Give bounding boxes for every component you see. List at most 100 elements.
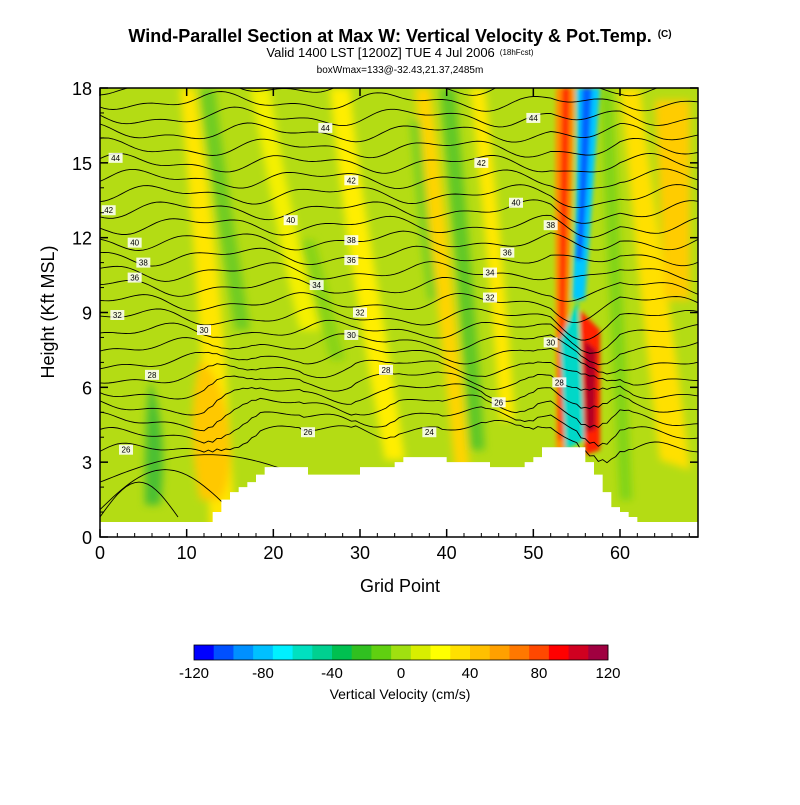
contour-label: 26: [301, 427, 315, 438]
contour-label: 44: [108, 152, 123, 163]
theta-contour-line: [100, 383, 698, 416]
contour-label-text: 40: [286, 216, 295, 225]
colorbar-tick-label: -80: [252, 665, 274, 682]
contour-label-bg: [491, 397, 506, 408]
theta-contour-line: [100, 122, 698, 143]
contour-label-bg: [110, 309, 125, 320]
contour-label-bg: [136, 257, 151, 268]
contour-label-text: 42: [104, 206, 113, 215]
theta-contour-line: [100, 199, 698, 224]
theta-contour-line: [100, 346, 698, 375]
contour-label-bg: [108, 152, 123, 163]
theta-contour-line: [100, 371, 698, 400]
colorbar-swatch: [470, 645, 491, 660]
theta-contour-line: [100, 333, 698, 366]
contour-label: 40: [283, 215, 298, 226]
contour-label: 40: [509, 197, 523, 208]
colorbar-tick-label: 0: [397, 665, 405, 682]
contour-label-bg: [509, 197, 523, 208]
theta-contour-line: [100, 306, 698, 341]
contour-label-bg: [318, 122, 333, 133]
y-tick-label: 0: [82, 528, 92, 548]
contour-label: 44: [318, 122, 333, 133]
contour-label: 38: [543, 220, 558, 231]
contour-label-text: 38: [139, 259, 148, 268]
x-tick-label: 30: [350, 543, 370, 563]
contour-label-bg: [483, 292, 497, 303]
contour-label: 28: [145, 369, 159, 380]
contour-label-text: 40: [512, 199, 521, 208]
theta-contour-line: [100, 230, 698, 251]
velocity-blob: [440, 88, 485, 450]
colorbar-swatch: [371, 645, 392, 660]
contour-label-text: 30: [546, 338, 555, 347]
y-tick-label: 9: [82, 304, 92, 324]
contour-label-text: 26: [494, 398, 503, 407]
contour-label-bg: [127, 272, 142, 283]
contour-label: 34: [309, 280, 324, 291]
contour-label: 44: [526, 112, 541, 123]
y-axis-label: Height (Kft MSL): [38, 245, 58, 378]
chart-title: Wind-Parallel Section at Max W: Vertical…: [128, 26, 671, 46]
colorbar-tick-label: -120: [179, 665, 209, 682]
colorbar-swatch: [410, 645, 431, 660]
colorbar-swatch: [312, 645, 333, 660]
y-tick-label: 12: [72, 229, 92, 249]
contour-label-bg: [422, 427, 437, 438]
theta-contour-line: [100, 481, 179, 518]
contour-label-text: 34: [486, 269, 495, 278]
colorbar-swatch: [233, 645, 254, 660]
contour-label-text: 26: [304, 428, 313, 437]
contour-label-text: 32: [356, 309, 365, 318]
y-tick-label: 18: [72, 79, 92, 99]
contour-label-bg: [127, 237, 142, 248]
contour-label: 32: [483, 292, 497, 303]
contour-label-text: 44: [321, 124, 330, 133]
contour-label-bg: [197, 324, 211, 335]
contour-label-text: 36: [347, 256, 356, 265]
contour-label: 36: [344, 255, 359, 266]
contour-label-text: 38: [546, 221, 555, 230]
colorbar-swatch: [194, 645, 215, 660]
theta-contour-line: [100, 91, 698, 112]
contour-label: 42: [474, 157, 489, 168]
contour-label: 26: [491, 397, 506, 408]
contour-label-text: 24: [425, 428, 434, 437]
x-tick-label: 40: [437, 543, 457, 563]
theta-contour-line: [100, 406, 698, 447]
contour-label: 38: [136, 257, 151, 268]
colorbar-tick-label: 40: [462, 665, 479, 682]
contour-label: 40: [127, 237, 142, 248]
contour-label-bg: [344, 255, 359, 266]
contour-label: 32: [353, 307, 367, 318]
velocity-blob: [250, 88, 320, 330]
theta-contour-line: [100, 168, 698, 191]
contour-label: 30: [543, 337, 558, 348]
contour-label-text: 30: [347, 331, 356, 340]
contour-label-text: 40: [130, 239, 139, 248]
theta-contour-line: [100, 214, 698, 238]
colorbar-swatch: [588, 645, 609, 660]
contour-label-bg: [101, 205, 116, 216]
contour-label-bg: [344, 235, 359, 246]
velocity-blob: [192, 360, 231, 500]
colorbar-swatch: [489, 645, 510, 660]
contour-label-bg: [379, 364, 393, 375]
colorbar-tick-label: -40: [321, 665, 343, 682]
chart-subtitle-2: boxWmax=133@-32.43,21.37,2485m: [317, 65, 484, 76]
velocity-blob: [200, 88, 250, 330]
colorbar-swatch: [332, 645, 353, 660]
x-tick-label: 60: [610, 543, 630, 563]
velocity-blob: [145, 380, 163, 505]
contour-label: 36: [500, 247, 515, 258]
contour-label: 38: [344, 235, 359, 246]
contour-label-text: 28: [555, 378, 564, 387]
velocity-blob: [655, 100, 690, 300]
terrain-mask: [100, 447, 698, 537]
colorbar-frame: [193, 644, 609, 661]
colorbar-swatch: [391, 645, 412, 660]
theta-contour-line: [100, 419, 698, 464]
contour-label-text: 28: [148, 371, 157, 380]
